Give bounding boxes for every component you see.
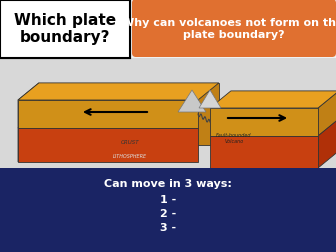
Polygon shape (178, 90, 206, 112)
Text: 2 -: 2 - (160, 209, 176, 219)
Polygon shape (318, 119, 336, 168)
Text: CRUST: CRUST (121, 141, 139, 145)
Text: Why can volcanoes not form on this
plate boundary?: Why can volcanoes not form on this plate… (122, 18, 336, 40)
FancyBboxPatch shape (0, 0, 130, 58)
FancyBboxPatch shape (0, 168, 336, 252)
Text: Which plate
boundary?: Which plate boundary? (14, 13, 116, 45)
Polygon shape (18, 83, 39, 128)
Text: 1 -: 1 - (160, 195, 176, 205)
Polygon shape (18, 111, 39, 162)
Polygon shape (18, 83, 219, 100)
Polygon shape (18, 128, 198, 162)
Polygon shape (318, 91, 336, 136)
Text: Which plate
boundary?: Which plate boundary? (14, 13, 116, 45)
FancyBboxPatch shape (0, 0, 130, 58)
Text: LITHOSPHERE: LITHOSPHERE (113, 154, 147, 160)
Text: 3 -: 3 - (160, 223, 176, 233)
FancyBboxPatch shape (0, 58, 336, 168)
Text: Fault-bounded
Volcano: Fault-bounded Volcano (216, 133, 252, 144)
Polygon shape (18, 100, 198, 128)
Polygon shape (199, 90, 221, 108)
FancyBboxPatch shape (132, 0, 336, 57)
Polygon shape (210, 136, 318, 168)
Text: Can move in 3 ways:: Can move in 3 ways: (104, 179, 232, 189)
Polygon shape (210, 108, 318, 136)
Text: Why can volcanoes not form on this
plate boundary?: Why can volcanoes not form on this plate… (122, 18, 336, 40)
FancyBboxPatch shape (133, 1, 335, 55)
Polygon shape (210, 91, 336, 108)
Polygon shape (39, 83, 219, 145)
